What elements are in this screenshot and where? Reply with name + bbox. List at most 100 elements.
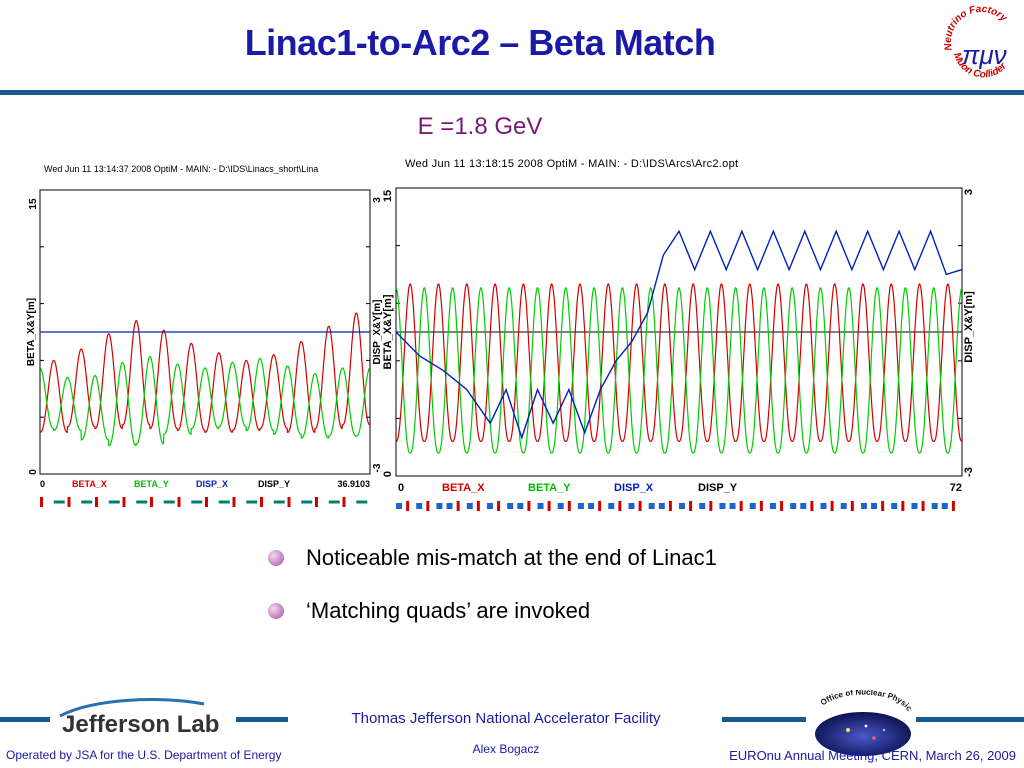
dipole-magnet (941, 503, 948, 509)
logo-ellipse (815, 712, 911, 756)
quad-magnet (689, 501, 693, 511)
quad-magnet (638, 501, 642, 511)
rf-cavity (81, 500, 93, 504)
author-name: Alex Bogacz (472, 742, 540, 756)
quad-magnet (850, 501, 854, 511)
quad-magnet (426, 501, 430, 511)
footer-rule (236, 717, 288, 722)
dipole-magnet (699, 503, 706, 509)
x-tick-max: 72 (950, 482, 962, 494)
rf-cavity (136, 500, 148, 504)
linac1-optics-chart: 15 0 BETA_X&Y[m] 3 -3 DISP_X&Y[m] 0 36.9… (26, 189, 383, 507)
quad-magnet (40, 497, 43, 507)
y-left-tick-min: 0 (382, 471, 394, 477)
dipole-magnet (466, 503, 473, 509)
footer-rule (0, 717, 50, 722)
rf-cavity (246, 500, 258, 504)
meeting-info: EUROnu Annual Meeting, CERN, March 26, 2… (729, 748, 1016, 763)
quad-magnet (497, 501, 501, 511)
right-plot-header: Wed Jun 11 13:18:15 2008 OptiM - MAIN: -… (405, 158, 739, 170)
office-nuclear-physics-logo: Office of Nuclear Physics (808, 690, 914, 756)
rf-cavity (163, 500, 175, 504)
dipole-magnet (769, 503, 776, 509)
dipole-magnet (719, 503, 726, 509)
quad-magnet (476, 501, 480, 511)
y-right-tick-min: -3 (372, 463, 383, 472)
disp-x-curve (395, 229, 963, 440)
y-right-tick-max: 3 (963, 189, 975, 195)
quad-magnet (547, 501, 551, 511)
quad-magnet (881, 501, 885, 511)
dipole-magnet (608, 503, 615, 509)
dipole-magnet (588, 503, 595, 509)
dipole-magnet (820, 503, 827, 509)
quad-magnet (456, 501, 460, 511)
bullet-text-1: Noticeable mis-match at the end of Linac… (306, 545, 717, 570)
dipole-magnet (537, 503, 544, 509)
dipole-magnet (860, 503, 867, 509)
neutrino-factory-logo: Neutrino Factory Muon Collider πμν (943, 4, 1010, 80)
energy-label: E =1.8 GeV (417, 113, 543, 140)
quad-magnet (780, 501, 784, 511)
quad-magnet (315, 497, 318, 507)
bullet-text-2: ‘Matching quads’ are invoked (306, 598, 591, 623)
rf-cavity (53, 500, 65, 504)
arc2-optics-chart: 15 0 BETA_X&Y[m] 3 -3 DISP_X&Y[m] 0 72 B… (382, 187, 975, 511)
quad-magnet (95, 497, 98, 507)
legend-disp-x: DISP_X (614, 482, 654, 494)
footer-rule (722, 717, 806, 722)
dipole-magnet (517, 503, 524, 509)
bullet-icon (268, 603, 284, 619)
quad-magnet (598, 501, 602, 511)
dipole-magnet (507, 503, 514, 509)
dipole-magnet (436, 503, 443, 509)
dipole-magnet (749, 503, 756, 509)
dipole-magnet (648, 503, 655, 509)
y-right-label: DISP_X&Y[m] (372, 299, 383, 364)
header-rule (0, 90, 1024, 95)
y-left-label: BETA_X&Y[m] (382, 294, 394, 369)
slide-title: Linac1-to-Arc2 – Beta Match (244, 22, 716, 63)
rf-cavity (108, 500, 120, 504)
dipole-magnet (486, 503, 493, 509)
legend-disp-x: DISP_X (196, 479, 228, 489)
beta-x-curve (395, 283, 963, 443)
quad-magnet (177, 497, 181, 507)
beta-y-curve (39, 355, 371, 447)
logo-text: Office of Nuclear Physics (808, 690, 914, 713)
y-right-tick-min: -3 (963, 467, 975, 477)
quad-magnet (205, 497, 208, 507)
logo-swoosh (59, 698, 205, 718)
dipole-magnet (557, 503, 564, 509)
lattice-elements (396, 501, 955, 511)
x-tick-min: 0 (40, 479, 45, 489)
legend-beta-y: BETA_Y (134, 479, 169, 489)
quad-magnet (668, 501, 672, 511)
rf-cavity (191, 500, 203, 504)
y-right-label: DISP_X&Y[m] (963, 291, 975, 363)
beta-y-curve (395, 286, 963, 454)
quad-magnet (618, 501, 622, 511)
dipole-magnet (790, 503, 797, 509)
dipole-magnet (931, 503, 938, 509)
jefferson-lab-logo: Jefferson Lab (59, 698, 219, 738)
footer-rule (916, 717, 1024, 722)
legend-beta-y: BETA_Y (528, 482, 571, 494)
dipole-magnet (871, 503, 878, 509)
y-left-tick-max: 15 (28, 198, 39, 210)
quad-magnet (951, 501, 955, 511)
quad-magnet (232, 497, 236, 507)
svg-text:Office of Nuclear Physics: Office of Nuclear Physics (808, 690, 914, 713)
dipole-magnet (416, 503, 423, 509)
quad-magnet (901, 501, 905, 511)
legend-beta-x: BETA_X (72, 479, 107, 489)
quad-magnet (260, 497, 263, 507)
quad-magnet (122, 497, 126, 507)
quad-magnet (406, 501, 410, 511)
dipole-magnet (800, 503, 807, 509)
dipole-magnet (396, 503, 402, 509)
rf-cavity (301, 500, 313, 504)
rf-cavity (328, 500, 340, 504)
dipole-magnet (679, 503, 685, 509)
y-left-label: BETA_X&Y[m] (26, 298, 37, 366)
